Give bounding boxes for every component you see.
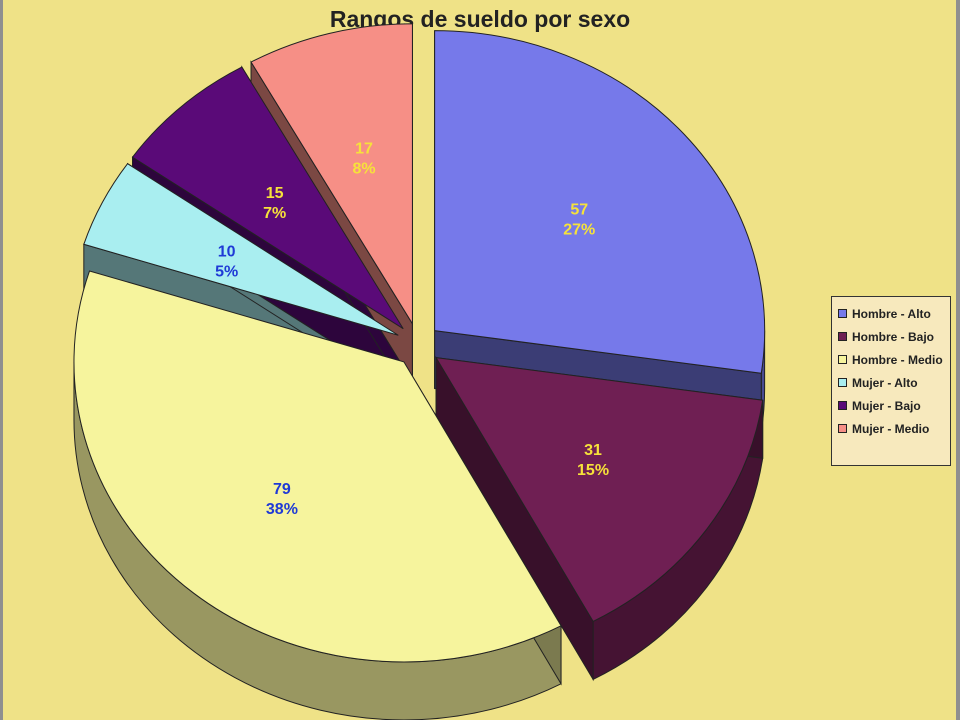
legend-swatch xyxy=(838,378,847,387)
pie-slice-hombre-medio xyxy=(73,270,562,663)
slice-percent-label: 15% xyxy=(577,462,609,479)
legend-swatch xyxy=(838,332,847,341)
pie-slice-hombre-bajo xyxy=(435,356,764,623)
legend-item: Hombre - Medio xyxy=(838,348,950,371)
pie-slice-mujer-bajo xyxy=(131,66,404,330)
slice-value-label: 17 xyxy=(355,140,373,157)
legend-item: Mujer - Alto xyxy=(838,371,950,394)
legend-item: Mujer - Medio xyxy=(838,417,950,440)
legend-label: Hombre - Bajo xyxy=(852,329,935,344)
pie-slice-mujer-alto xyxy=(83,163,399,336)
slice-value-label: 79 xyxy=(273,481,291,498)
legend-label: Hombre - Alto xyxy=(852,306,931,321)
slice-value-label: 31 xyxy=(584,442,602,459)
legend-item: Hombre - Bajo xyxy=(838,325,950,348)
pie-tops xyxy=(73,23,766,663)
pie-slice-mujer-medio xyxy=(250,23,413,326)
pie-slice-hombre-alto xyxy=(434,30,766,374)
pie-labels: 57 27% 31 15% 79 38% 10 5% 15 7% 17 8% xyxy=(215,140,609,518)
legend-swatch xyxy=(838,355,847,364)
legend-label: Mujer - Bajo xyxy=(852,398,921,413)
slice-value-label: 15 xyxy=(266,185,284,202)
slice-value-label: 57 xyxy=(570,202,588,219)
slice-value-label: 10 xyxy=(218,243,236,260)
slice-percent-label: 5% xyxy=(215,263,238,280)
slice-percent-label: 27% xyxy=(563,222,595,239)
slice-percent-label: 7% xyxy=(263,205,286,222)
legend-item: Hombre - Alto xyxy=(838,302,950,325)
slice-percent-label: 38% xyxy=(266,501,298,518)
legend-item: Mujer - Bajo xyxy=(838,394,950,417)
slice-percent-label: 8% xyxy=(352,160,375,177)
legend-swatch xyxy=(838,401,847,410)
legend-swatch xyxy=(838,424,847,433)
legend-swatch xyxy=(838,309,847,318)
legend-label: Mujer - Medio xyxy=(852,421,930,436)
legend-label: Hombre - Medio xyxy=(852,352,943,367)
legend: Hombre - Alto Hombre - Bajo Hombre - Medio… xyxy=(831,296,951,466)
legend-label: Mujer - Alto xyxy=(852,375,918,390)
